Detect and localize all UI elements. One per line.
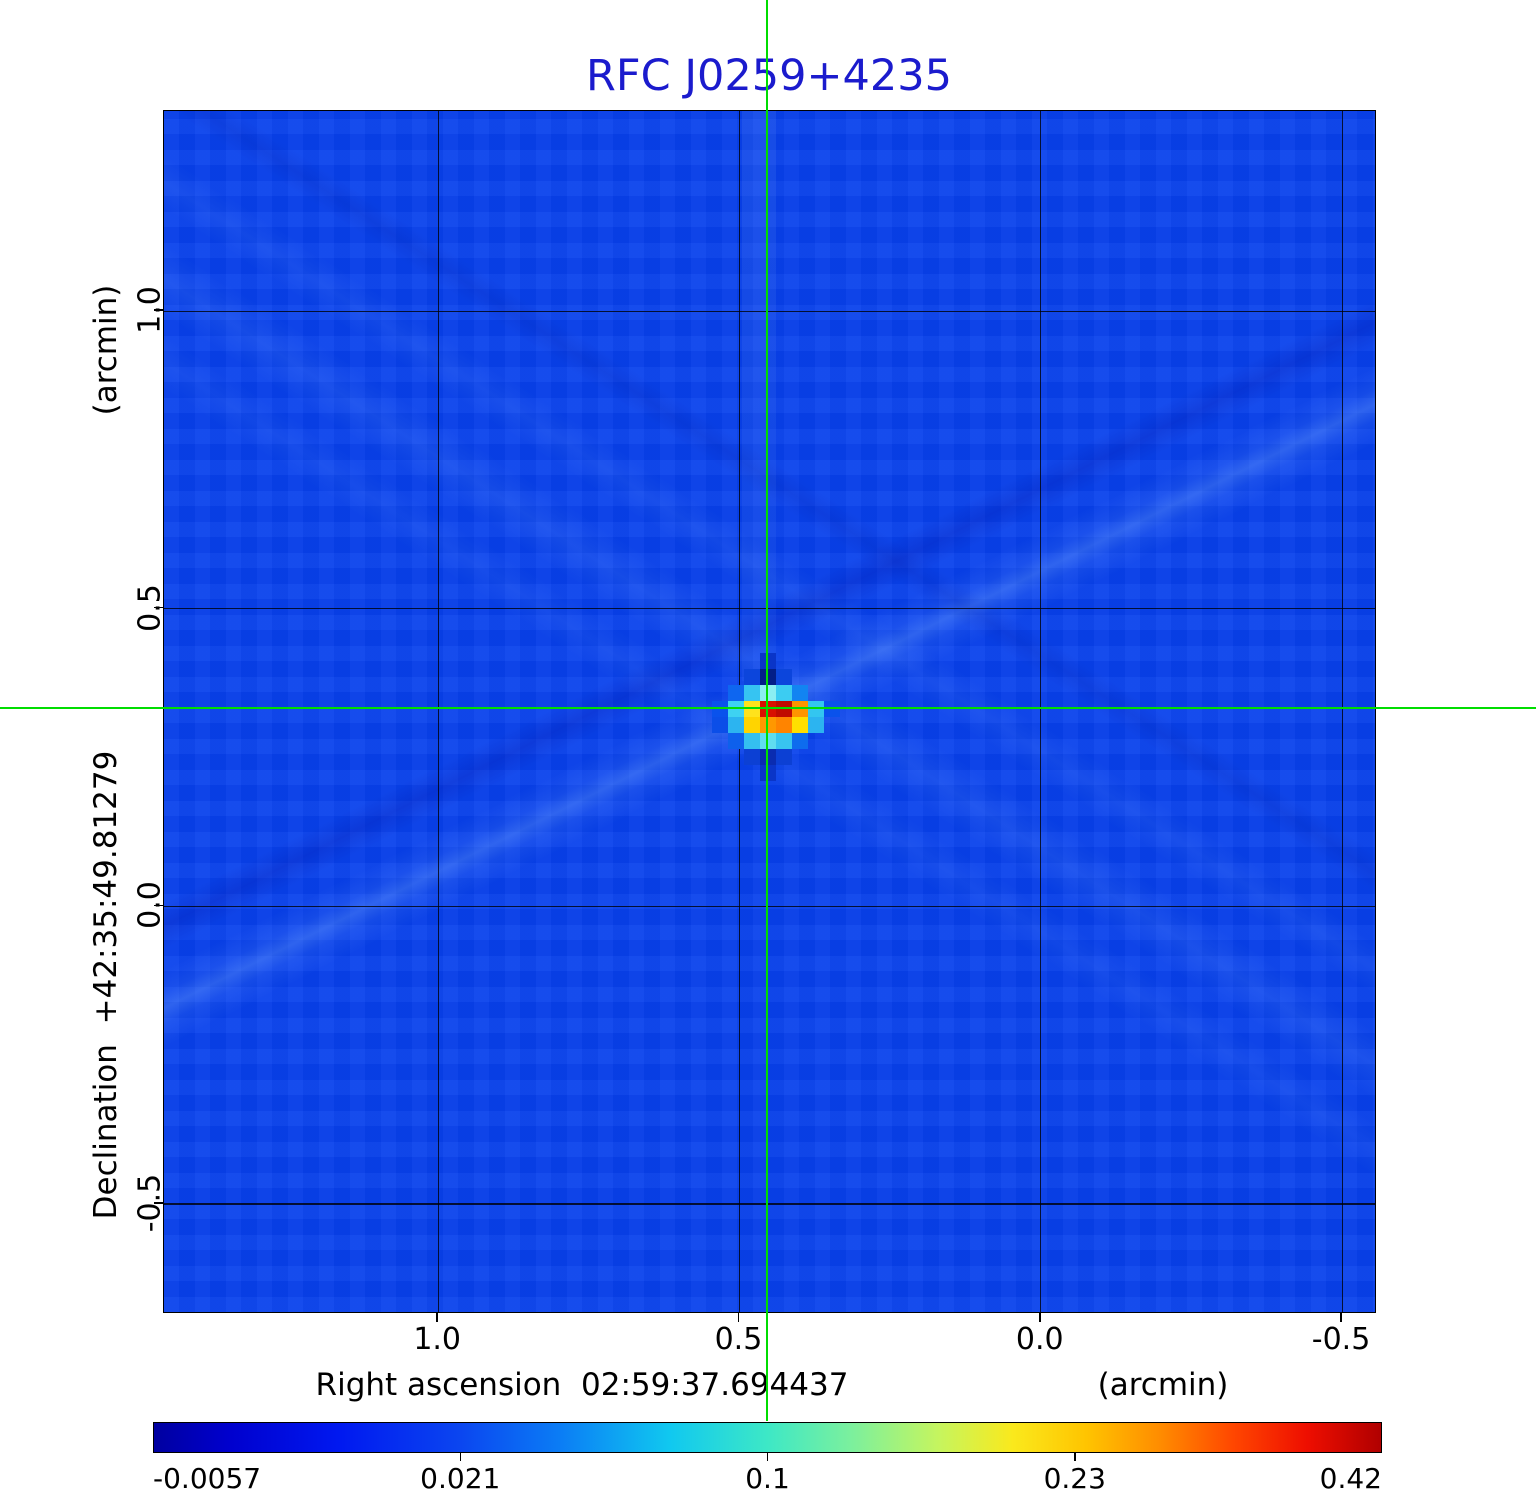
source-pixel xyxy=(760,700,777,717)
source-pixel xyxy=(760,748,777,765)
colorbar-tick-label: 0.23 xyxy=(1043,1462,1106,1495)
source-pixel xyxy=(776,716,793,733)
y-axis-unit-label: (arcmin) xyxy=(88,284,124,416)
x-tick-mark xyxy=(1039,1313,1041,1322)
source-pixel xyxy=(792,684,809,701)
colorbar-tick-label: 0.42 xyxy=(1319,1462,1382,1495)
source-pixel xyxy=(808,716,825,733)
y-tick-label: 1.0 xyxy=(132,286,168,334)
source-pixel xyxy=(776,700,793,717)
source-pixel xyxy=(744,732,761,749)
source-pixel xyxy=(712,716,729,733)
source-pixel xyxy=(776,732,793,749)
colorbar-tick-label: 0.021 xyxy=(420,1462,501,1495)
source-pixel xyxy=(760,716,777,733)
y-tick-mark xyxy=(154,1202,163,1204)
source-pixel xyxy=(792,700,809,717)
y-tick-label: 0.0 xyxy=(132,881,168,930)
x-axis-unit-label: (arcmin) xyxy=(1097,1367,1229,1403)
source-pixel xyxy=(760,732,777,749)
x-tick-mark xyxy=(1340,1313,1342,1322)
source-pixel xyxy=(760,684,777,701)
x-tick-label: 0.0 xyxy=(1015,1322,1064,1357)
colorbar-tick-label: -0.0057 xyxy=(153,1462,262,1495)
source-pixel xyxy=(760,764,777,781)
source-pixel xyxy=(744,748,761,765)
y-tick-mark xyxy=(154,309,163,311)
y-gridline xyxy=(164,905,1375,907)
y-gridline xyxy=(164,310,1375,312)
y-tick-mark xyxy=(154,904,163,906)
source-pixel xyxy=(744,716,761,733)
source-pixel xyxy=(776,748,793,765)
source-pixel xyxy=(744,684,761,701)
source-pixel xyxy=(792,716,809,733)
crosshair-vertical-line xyxy=(766,0,769,1421)
source-pixel xyxy=(776,668,793,685)
y-axis-label: Declination +42:35:49.81279 xyxy=(88,750,124,1220)
source-pixel xyxy=(728,684,745,701)
source-pixel xyxy=(808,700,825,717)
source-pixel xyxy=(744,700,761,717)
source-pixel xyxy=(728,732,745,749)
source-pixel xyxy=(792,732,809,749)
x-tick-label: 1.0 xyxy=(413,1322,462,1357)
colorbar xyxy=(153,1422,1382,1453)
x-tick-mark xyxy=(737,1313,740,1322)
source-pixel xyxy=(744,668,761,685)
radio-map-image xyxy=(163,110,1376,1313)
source-pixel xyxy=(760,652,777,669)
source-pixel xyxy=(712,700,729,717)
source-pixel xyxy=(824,700,841,717)
x-gridline xyxy=(1341,111,1343,1312)
colorbar-tick-mark xyxy=(766,1453,769,1461)
x-gridline xyxy=(1040,111,1042,1312)
colorbar-tick-mark xyxy=(459,1453,461,1461)
y-tick-label: 0.5 xyxy=(132,583,168,632)
source-pixel xyxy=(776,684,793,701)
x-axis-label: Right ascension 02:59:37.694437 xyxy=(315,1367,849,1403)
colorbar-tick-mark xyxy=(1074,1453,1076,1461)
x-tick-label: 0.5 xyxy=(714,1322,763,1357)
source-pixel xyxy=(728,700,745,717)
colorbar-tick-label: 0.1 xyxy=(745,1462,790,1495)
source-pixel xyxy=(728,716,745,733)
x-tick-label: -0.5 xyxy=(1311,1322,1371,1357)
x-tick-mark xyxy=(436,1313,438,1322)
source-pixel xyxy=(760,668,777,685)
y-tick-mark xyxy=(154,606,163,609)
x-gridline xyxy=(437,111,439,1312)
y-tick-label: -0.5 xyxy=(132,1173,168,1233)
y-gridline xyxy=(164,608,1375,610)
y-gridline xyxy=(164,1203,1375,1205)
crosshair-horizontal-line xyxy=(0,706,1536,709)
plot-title: RFC J0259+4235 xyxy=(586,51,952,101)
